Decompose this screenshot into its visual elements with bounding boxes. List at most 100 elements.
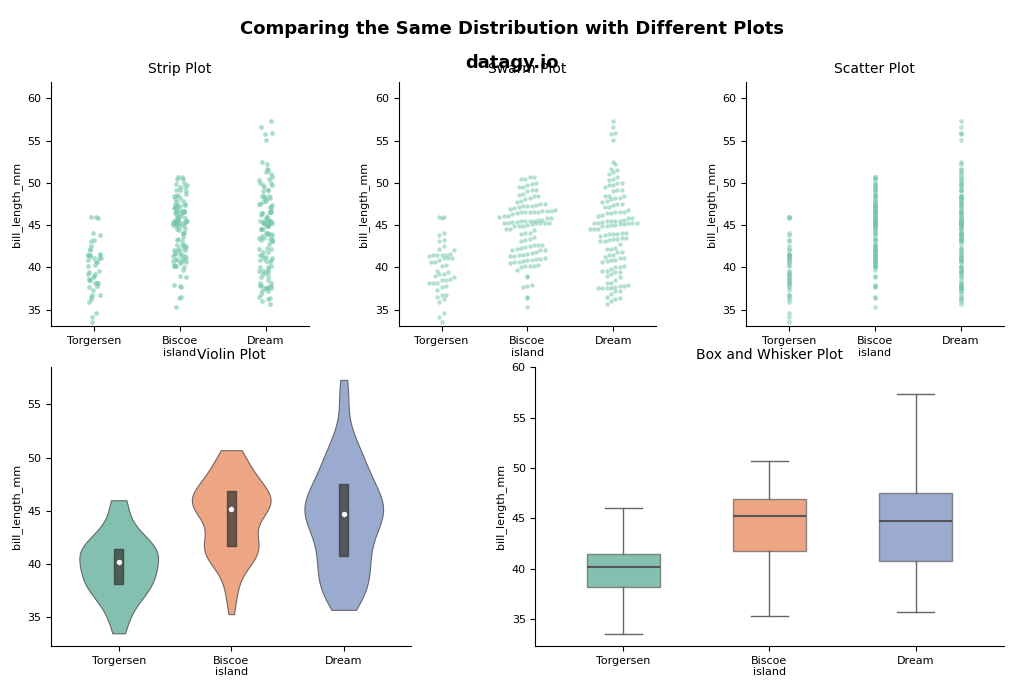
Point [605, 116, 622, 126]
Point [866, 220, 883, 231]
Point [515, 220, 531, 231]
Point [611, 266, 628, 277]
Point [519, 292, 536, 303]
Point [866, 216, 883, 226]
Point [168, 185, 184, 196]
Point [433, 213, 450, 224]
Point [590, 217, 606, 228]
Point [260, 219, 276, 230]
Point [517, 207, 534, 218]
Point [952, 218, 969, 229]
Point [169, 235, 185, 245]
Point [251, 199, 267, 209]
Point [603, 254, 620, 265]
Point [256, 218, 272, 229]
Point [513, 262, 529, 273]
Point [263, 179, 280, 190]
Point [172, 192, 188, 203]
Point [502, 203, 518, 214]
Point [86, 252, 102, 263]
Point [866, 191, 883, 202]
Point [866, 243, 883, 254]
Point [525, 224, 542, 235]
Point [781, 278, 798, 289]
Point [611, 192, 628, 203]
Point [80, 260, 96, 271]
Point [169, 173, 185, 184]
Point [251, 265, 267, 276]
Point [620, 213, 636, 224]
Point [90, 252, 106, 263]
Point [866, 219, 883, 230]
Point [866, 210, 883, 221]
Point [442, 248, 459, 259]
Point [866, 240, 883, 251]
Point [866, 240, 883, 251]
Point [952, 218, 969, 229]
Point [617, 233, 634, 243]
Point [952, 159, 969, 170]
Point [254, 208, 270, 219]
Point [165, 220, 181, 231]
Point [259, 286, 275, 296]
Point [255, 224, 271, 235]
Point [446, 272, 463, 283]
Point [515, 182, 531, 192]
Point [952, 201, 969, 212]
Point [952, 190, 969, 201]
Point [444, 252, 461, 263]
Point [952, 171, 969, 182]
Point [261, 206, 278, 217]
Point [605, 173, 622, 184]
Point [176, 205, 193, 216]
Point [781, 252, 798, 263]
Point [535, 239, 551, 250]
Point [262, 216, 279, 226]
Point [515, 282, 531, 292]
Point [607, 128, 624, 139]
Point [952, 280, 969, 291]
Point [83, 241, 99, 252]
Point [866, 197, 883, 208]
Point [252, 278, 268, 289]
Point [255, 269, 271, 279]
Point [615, 261, 632, 272]
Point [440, 252, 457, 263]
Point [866, 182, 883, 192]
Point [866, 260, 883, 271]
Point [519, 186, 536, 197]
Point [866, 200, 883, 211]
Point [592, 231, 608, 241]
Point [952, 179, 969, 190]
Point [952, 282, 969, 292]
Point [423, 257, 439, 268]
Point [611, 286, 628, 296]
Point [259, 210, 275, 221]
Point [952, 129, 969, 139]
Point [866, 249, 883, 260]
Point [952, 243, 969, 254]
Point [537, 252, 553, 263]
Point [170, 292, 186, 303]
Point [535, 205, 551, 216]
Point [429, 265, 445, 276]
Point [594, 257, 610, 268]
Point [258, 255, 274, 266]
Point [952, 185, 969, 196]
Point [781, 252, 798, 263]
Point [952, 228, 969, 239]
Point [263, 205, 280, 216]
Point [527, 199, 544, 210]
Point [615, 252, 632, 263]
Point [952, 234, 969, 245]
Point [866, 199, 883, 209]
Point [92, 249, 109, 260]
Point [605, 156, 622, 167]
Point [175, 243, 191, 254]
Point [86, 271, 102, 282]
Point [952, 224, 969, 235]
Point [172, 280, 188, 291]
Point [598, 220, 614, 231]
Point [523, 185, 540, 196]
Point [166, 218, 182, 229]
